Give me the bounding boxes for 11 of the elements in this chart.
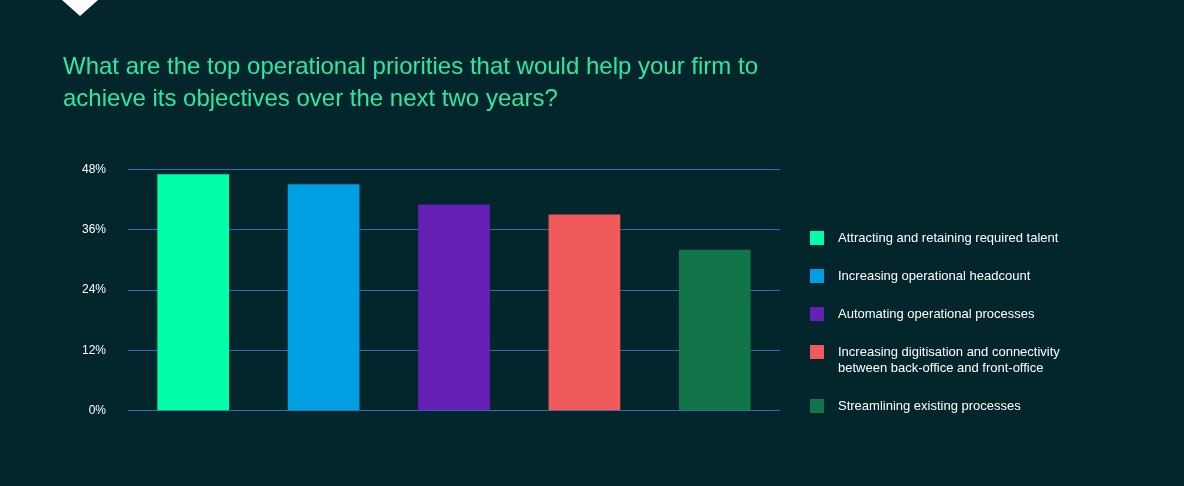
y-tick-label: 0% (88, 403, 107, 418)
chart-title: What are the top operational priorities that would help your firm to achieve its objectives over the next two years? (63, 51, 760, 113)
legend-label: Streamlining existing processes (838, 398, 1021, 414)
y-tick-label: 48% (81, 161, 107, 176)
y-tick-label: 36% (81, 221, 107, 236)
legend-label: Attracting and retaining required talent (838, 230, 1059, 246)
y-tick-label: 24% (81, 282, 107, 297)
legend-label: Automating operational processes (838, 306, 1035, 322)
legend-label: Increasing operational headcount (838, 268, 1031, 284)
y-tick-label: 12% (81, 342, 107, 357)
legend-label: Increasing digitisation and connectivity between back-office and front-office (838, 344, 1061, 376)
